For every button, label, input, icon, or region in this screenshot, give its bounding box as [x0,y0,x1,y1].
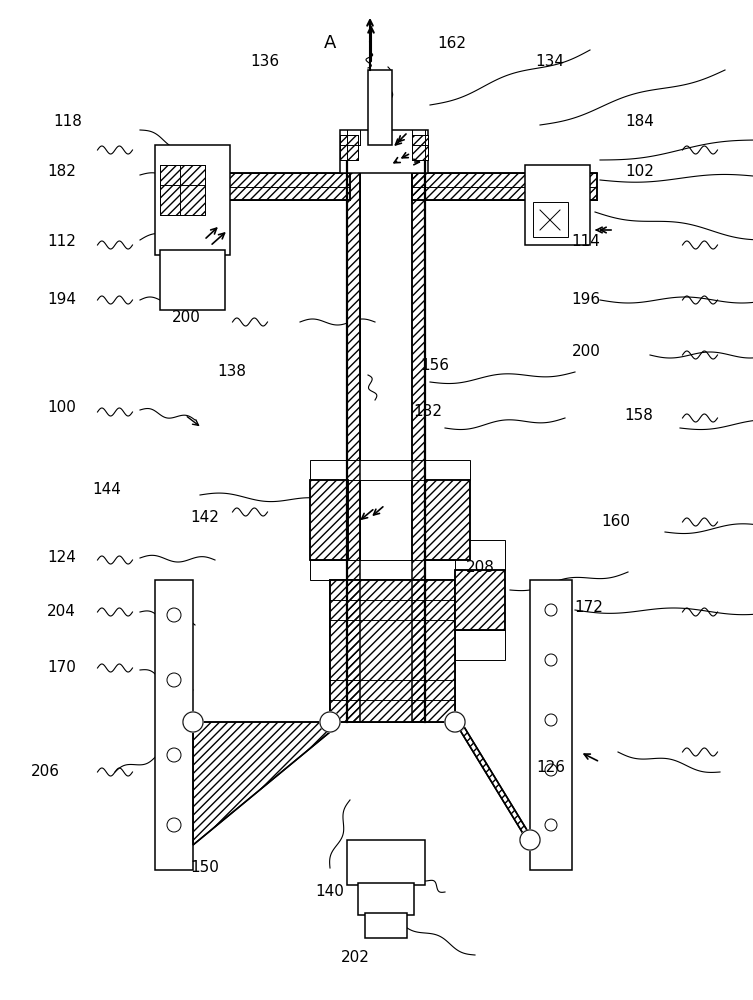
Bar [330,580,455,722]
Bar [347,145,360,722]
Text: 196: 196 [572,292,600,308]
Bar [365,913,407,938]
Text: 112: 112 [47,234,76,249]
Bar [310,480,348,560]
Bar [167,173,350,200]
Text: 118: 118 [53,114,82,129]
Bar [412,135,428,160]
Text: 162: 162 [437,35,466,50]
Bar [310,560,470,580]
Bar [167,173,350,200]
Circle shape [183,712,203,732]
Text: 206: 206 [31,764,59,780]
Bar [310,460,470,480]
Text: 102: 102 [626,164,654,180]
Bar [530,580,572,870]
Text: 138: 138 [218,364,246,379]
Text: 170: 170 [47,660,76,676]
Text: 134: 134 [535,54,564,70]
Bar [412,173,597,200]
Text: 194: 194 [47,292,76,308]
Bar [160,250,225,310]
Bar [330,580,455,722]
Bar [347,145,360,722]
Circle shape [520,830,540,850]
Text: 158: 158 [624,408,653,422]
Text: 144: 144 [93,483,121,497]
Bar [455,570,505,630]
Circle shape [445,712,465,732]
Bar [412,145,425,722]
Bar [160,165,205,215]
Text: 140: 140 [316,884,344,900]
Bar [340,135,358,160]
Text: A: A [324,34,336,52]
Bar [455,570,505,630]
Bar [360,145,412,722]
Polygon shape [193,722,330,845]
Bar [368,70,392,145]
Text: 114: 114 [572,234,600,249]
Bar [425,480,470,560]
Text: 204: 204 [47,604,76,619]
Bar [155,580,193,870]
Circle shape [520,830,540,850]
Bar [412,173,597,200]
Bar [347,145,360,722]
Bar [455,570,505,630]
Bar [412,135,428,160]
Text: 208: 208 [466,560,495,576]
Bar [310,480,348,560]
Bar [167,173,350,200]
Bar [340,135,358,160]
Circle shape [320,712,340,732]
Bar [155,145,230,255]
Bar [533,202,568,237]
Bar [310,480,348,560]
Bar [347,840,425,885]
Text: 100: 100 [47,400,76,416]
Bar [330,580,455,722]
Text: 200: 200 [572,344,600,360]
Bar [455,630,505,660]
Text: 124: 124 [47,550,76,566]
Polygon shape [455,712,530,845]
Text: 172: 172 [575,600,603,615]
Text: 184: 184 [626,114,654,129]
Text: 136: 136 [251,54,279,70]
Bar [412,173,597,200]
Bar [425,480,470,560]
Bar [340,130,428,173]
Text: 132: 132 [413,404,442,420]
Bar [160,165,205,215]
Bar [160,165,205,215]
Circle shape [320,712,340,732]
Circle shape [183,712,203,732]
Text: 200: 200 [172,310,201,326]
Text: 156: 156 [421,358,450,372]
Bar [525,165,590,245]
Text: 160: 160 [602,514,630,530]
Bar [358,883,414,915]
Text: 142: 142 [191,510,219,526]
Bar [425,480,470,560]
Bar [412,145,425,722]
Bar [412,135,428,160]
Bar [340,135,358,160]
Bar [455,540,505,570]
Bar [330,580,455,722]
Text: 202: 202 [341,950,370,966]
Text: 126: 126 [537,760,566,776]
Text: 182: 182 [47,164,76,180]
Text: 150: 150 [191,860,219,876]
Circle shape [445,712,465,732]
Bar [412,145,425,722]
